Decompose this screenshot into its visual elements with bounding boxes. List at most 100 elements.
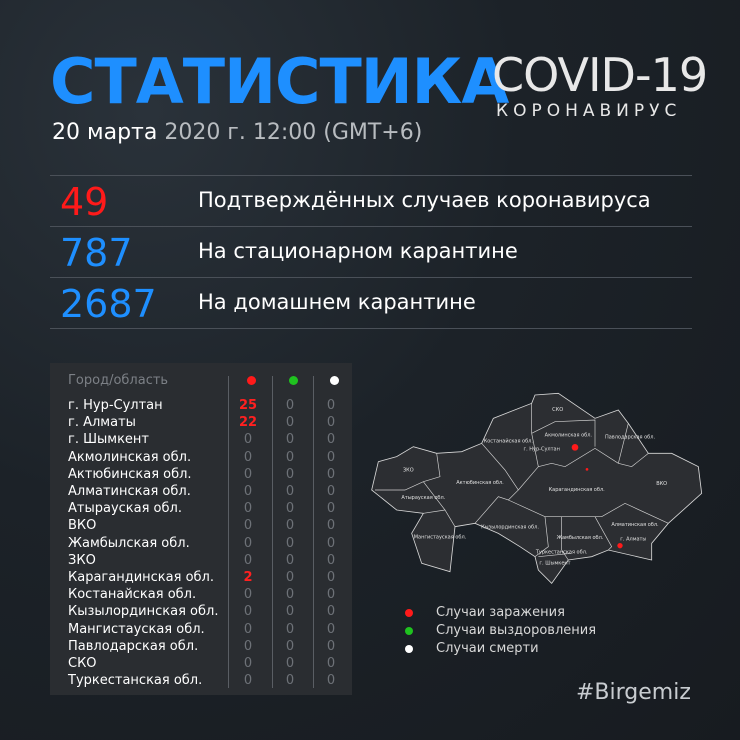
count-cell: 0 bbox=[243, 656, 253, 671]
recovered-column-dot bbox=[289, 376, 298, 385]
covid-logo: COVID-19 bbox=[492, 48, 708, 102]
map-region-label: Актюбинская обл. bbox=[456, 480, 504, 486]
region-name: г. Нур-Султан bbox=[68, 398, 163, 413]
map-region-label: Костанайская обл. bbox=[484, 437, 534, 444]
table-row: СКО 0 0 0 bbox=[68, 656, 348, 673]
table-row: Актюбинская обл. 0 0 0 bbox=[68, 467, 348, 484]
count-cell: 0 bbox=[326, 638, 336, 654]
map-region-label: Павлодарская обл. bbox=[605, 434, 655, 440]
table-row: г. Шымкент 0 0 0 bbox=[68, 432, 348, 449]
stat-home-quarantine: 2687 На домашнем карантине bbox=[50, 277, 692, 327]
count-cell: 0 bbox=[243, 484, 253, 499]
stat-hospital-quarantine: 787 На стационарном карантине bbox=[50, 226, 692, 276]
count-cell: 0 bbox=[243, 501, 253, 517]
stat-value: 2687 bbox=[60, 282, 157, 326]
table-row: г. Алматы 22 0 0 bbox=[68, 415, 348, 432]
count-cell: 0 bbox=[326, 398, 336, 413]
map-region-label: Алматинская обл. bbox=[611, 522, 659, 528]
count-cell: 0 bbox=[243, 587, 253, 603]
kazakhstan-map: ЗКО Атырауская обл. Мангистауская обл. Актю… bbox=[371, 392, 703, 584]
region-name: ЗКО bbox=[68, 552, 96, 568]
count-cell: 0 bbox=[326, 484, 336, 499]
covid-logo-subtitle: КОРОНАВИРУС bbox=[496, 101, 682, 121]
count-cell: 0 bbox=[243, 466, 253, 482]
count-cell: 0 bbox=[285, 432, 295, 448]
stat-label: На домашнем карантине bbox=[198, 290, 476, 314]
count-cell: 0 bbox=[326, 415, 336, 431]
map-region-label: Карагандинская обл. bbox=[549, 487, 606, 493]
region-name: г. Шымкент bbox=[68, 432, 149, 448]
region-name: Кызылординская обл. bbox=[68, 604, 219, 620]
count-cell: 0 bbox=[285, 518, 295, 534]
table-row: Кызылординская обл. 0 0 0 bbox=[68, 604, 348, 621]
count-cell: 0 bbox=[285, 552, 295, 568]
map-region-label: Кызылординская обл. bbox=[481, 524, 539, 530]
divider bbox=[50, 328, 692, 329]
count-cell: 0 bbox=[285, 415, 295, 431]
table-row: г. Нур-Султан 25 0 0 bbox=[68, 398, 348, 415]
region-name: Актюбинская обл. bbox=[68, 466, 192, 482]
count-cell: 0 bbox=[285, 570, 295, 585]
table-row: Туркестанская обл. 0 0 0 bbox=[68, 673, 348, 690]
count-cell: 0 bbox=[285, 398, 295, 413]
date-rest: 2020 г. 12:00 (GMT+6) bbox=[157, 120, 423, 145]
stat-value: 787 bbox=[60, 231, 133, 275]
count-cell: 0 bbox=[243, 518, 253, 534]
count-cell: 0 bbox=[326, 466, 336, 482]
table-row: Акмолинская обл. 0 0 0 bbox=[68, 450, 348, 467]
region-name: Павлодарская обл. bbox=[68, 638, 199, 654]
region-name: Карагандинская обл. bbox=[68, 570, 214, 585]
table-row: Карагандинская обл. 2 0 0 bbox=[68, 570, 348, 587]
region-name: Костанайская обл. bbox=[68, 587, 197, 603]
stat-label: Подтверждённых случаев коронавируса bbox=[198, 188, 651, 212]
count-cell: 0 bbox=[326, 449, 336, 465]
legend-label: Случаи выздоровления bbox=[436, 623, 597, 638]
table-header-region: Город/область bbox=[68, 373, 169, 388]
region-name: Туркестанская обл. bbox=[68, 673, 203, 689]
count-cell: 0 bbox=[326, 570, 336, 585]
map-region-label: ВКО bbox=[656, 481, 667, 487]
page-title: СТАТИСТИКА bbox=[50, 45, 509, 118]
count-cell: 0 bbox=[285, 587, 295, 603]
count-cell: 0 bbox=[243, 432, 253, 448]
stat-label: На стационарном карантине bbox=[198, 239, 518, 263]
almaty-case-marker bbox=[617, 543, 623, 549]
stat-value: 49 bbox=[60, 180, 109, 224]
map-region-label: ЗКО bbox=[403, 468, 414, 474]
count-cell: 0 bbox=[326, 518, 336, 534]
map-region-label: Акмолинская обл. bbox=[545, 433, 593, 439]
count-cell: 0 bbox=[285, 656, 295, 671]
table-row: ВКО 0 0 0 bbox=[68, 518, 348, 535]
region-name: Жамбылская обл. bbox=[68, 535, 190, 551]
count-cell: 0 bbox=[285, 484, 295, 499]
region-borders bbox=[375, 403, 669, 561]
divider bbox=[313, 376, 314, 688]
region-name: СКО bbox=[68, 656, 97, 671]
region-table: Город/область г. Нур-Султан 25 0 0 г. Алматы… bbox=[50, 363, 352, 695]
count-cell: 0 bbox=[326, 432, 336, 448]
legend-dot bbox=[405, 645, 413, 653]
count-cell: 0 bbox=[326, 621, 336, 637]
legend-label: Случаи заражения bbox=[436, 605, 565, 620]
deaths-column-dot bbox=[330, 376, 339, 385]
divider bbox=[228, 376, 229, 688]
count-cell: 25 bbox=[238, 398, 258, 413]
count-cell: 0 bbox=[243, 535, 253, 551]
count-cell: 0 bbox=[285, 621, 295, 637]
table-row: Алматинская обл. 0 0 0 bbox=[68, 484, 348, 501]
table-row: Павлодарская обл. 0 0 0 bbox=[68, 639, 348, 656]
date-main: 20 марта bbox=[52, 120, 158, 145]
count-cell: 0 bbox=[285, 449, 295, 465]
count-cell: 0 bbox=[326, 535, 336, 551]
hashtag: #Birgemiz bbox=[576, 680, 691, 705]
nur-sultan-case-marker bbox=[571, 444, 579, 451]
count-cell: 0 bbox=[243, 604, 253, 620]
count-cell: 0 bbox=[243, 621, 253, 637]
legend-dot bbox=[405, 609, 413, 617]
karaganda-case-marker bbox=[585, 468, 589, 471]
legend-label: Случаи смерти bbox=[436, 641, 539, 656]
count-cell: 0 bbox=[326, 552, 336, 568]
count-cell: 0 bbox=[285, 673, 295, 689]
map-region-label: г. Нур-Султан bbox=[523, 446, 559, 452]
count-cell: 0 bbox=[285, 604, 295, 620]
